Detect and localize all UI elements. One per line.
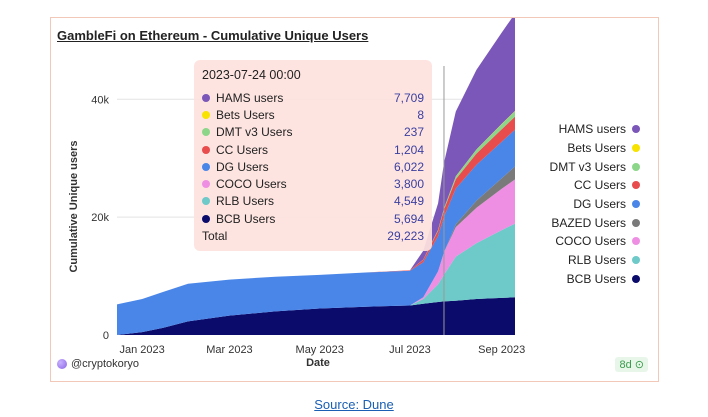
hover-tooltip: 2023-07-24 00:00 HAMS users 7,709 Bets Use… [194, 60, 432, 251]
chart-legend: HAMS users Bets Users DMT v3 Users CC Users… [550, 120, 640, 288]
author-credit[interactable]: @cryptokoryo [57, 358, 139, 370]
series-dot-icon [202, 214, 210, 223]
x-tick-label: May 2023 [296, 344, 344, 356]
legend-dot-icon [632, 162, 640, 171]
legend-item[interactable]: RLB Users [550, 251, 640, 270]
tooltip-series-value: 4,549 [393, 194, 424, 209]
series-dot-icon [202, 145, 210, 154]
query-age-badge: 8d ⊙ [615, 357, 648, 372]
series-dot-icon [202, 162, 210, 171]
legend-label: DG Users [573, 197, 626, 212]
tooltip-row: Bets Users 8 [202, 106, 424, 123]
legend-dot-icon [632, 256, 640, 265]
series-dot-icon [202, 197, 210, 206]
tooltip-series-value: 5,694 [393, 211, 424, 226]
x-tick-label: Jul 2023 [389, 344, 431, 356]
tooltip-series-name: Bets Users [216, 107, 275, 122]
legend-label: BCB Users [566, 271, 626, 286]
legend-dot-icon [632, 125, 640, 134]
chart-title[interactable]: GambleFi on Ethereum - Cumulative Unique… [57, 28, 369, 43]
tooltip-rows: HAMS users 7,709 Bets Users 8 DMT v3 Users 23… [202, 89, 424, 227]
author-avatar-icon [57, 359, 67, 369]
series-area-bcb-users [117, 297, 515, 335]
tooltip-series-name: DG Users [216, 159, 269, 174]
tooltip-total-value: 29,223 [387, 229, 424, 244]
area-layer [117, 18, 515, 335]
chart-svg: Jan 2023 Mar 2023 May 2023 Jul 2023 Sep 2023… [68, 18, 525, 369]
tooltip-total-row: Total 29,223 [202, 227, 424, 244]
source-link[interactable]: Source: Dune [314, 397, 394, 412]
legend-dot-icon [632, 274, 640, 283]
legend-label: DMT v3 Users [549, 159, 626, 174]
tooltip-series-name: COCO Users [216, 177, 287, 192]
legend-item[interactable]: HAMS users [550, 120, 640, 139]
legend-item[interactable]: BAZED Users [550, 213, 640, 232]
tooltip-row: COCO Users 3,800 [202, 175, 424, 192]
legend-item[interactable]: Bets Users [550, 139, 640, 158]
y-axis-label: Cumulative Unique users [68, 140, 80, 272]
legend-dot-icon [632, 237, 640, 246]
x-tick-label: Jan 2023 [120, 344, 165, 356]
tooltip-series-name: BCB Users [216, 211, 276, 226]
legend-dot-icon [632, 200, 640, 209]
tooltip-series-value: 3,800 [393, 177, 424, 192]
axis-layer: Jan 2023 Mar 2023 May 2023 Jul 2023 Sep 2023… [68, 94, 525, 369]
chart-card: Jan 2023 Mar 2023 May 2023 Jul 2023 Sep 2023… [50, 17, 659, 382]
legend-item[interactable]: COCO Users [550, 232, 640, 251]
tooltip-series-value: 8 [417, 107, 424, 122]
series-dot-icon [202, 93, 210, 102]
tooltip-date: 2023-07-24 00:00 [202, 68, 301, 82]
legend-label: BAZED Users [551, 215, 626, 230]
x-tick-label: Mar 2023 [206, 344, 252, 356]
legend-label: CC Users [573, 178, 626, 193]
tooltip-series-value: 6,022 [393, 159, 424, 174]
tooltip-series-value: 7,709 [393, 90, 424, 105]
tooltip-series-name: DMT v3 Users [216, 125, 293, 140]
series-dot-icon [202, 180, 210, 189]
tooltip-row: CC Users 1,204 [202, 141, 424, 158]
tooltip-row: DG Users 6,022 [202, 158, 424, 175]
legend-item[interactable]: DMT v3 Users [550, 157, 640, 176]
author-name: @cryptokoryo [71, 358, 140, 370]
legend-label: RLB Users [567, 253, 626, 268]
legend-item[interactable]: DG Users [550, 195, 640, 214]
series-dot-icon [202, 128, 210, 137]
series-dot-icon [202, 110, 210, 119]
legend-dot-icon [632, 144, 640, 153]
legend-item[interactable]: CC Users [550, 176, 640, 195]
legend-label: HAMS users [558, 122, 626, 137]
tooltip-series-value: 237 [403, 125, 424, 140]
x-tick-label: Sep 2023 [478, 344, 525, 356]
y-tick-label: 0 [103, 330, 109, 342]
series-area-dg-users [117, 129, 515, 335]
legend-dot-icon [632, 218, 640, 227]
y-tick-label: 20k [91, 212, 109, 224]
legend-dot-icon [632, 181, 640, 190]
tooltip-series-name: CC Users [216, 142, 269, 157]
legend-label: Bets Users [567, 141, 626, 156]
legend-label: COCO Users [555, 234, 626, 249]
tooltip-row: RLB Users 4,549 [202, 193, 424, 210]
tooltip-series-name: RLB Users [216, 194, 275, 209]
tooltip-series-name: HAMS users [216, 90, 284, 105]
tooltip-series-value: 1,204 [393, 142, 424, 157]
tooltip-row: DMT v3 Users 237 [202, 124, 424, 141]
legend-item[interactable]: BCB Users [550, 270, 640, 289]
tooltip-row: BCB Users 5,694 [202, 210, 424, 227]
tooltip-total-label: Total [202, 229, 228, 244]
x-axis-label: Date [306, 357, 330, 369]
tooltip-row: HAMS users 7,709 [202, 89, 424, 106]
y-tick-label: 40k [91, 94, 109, 106]
